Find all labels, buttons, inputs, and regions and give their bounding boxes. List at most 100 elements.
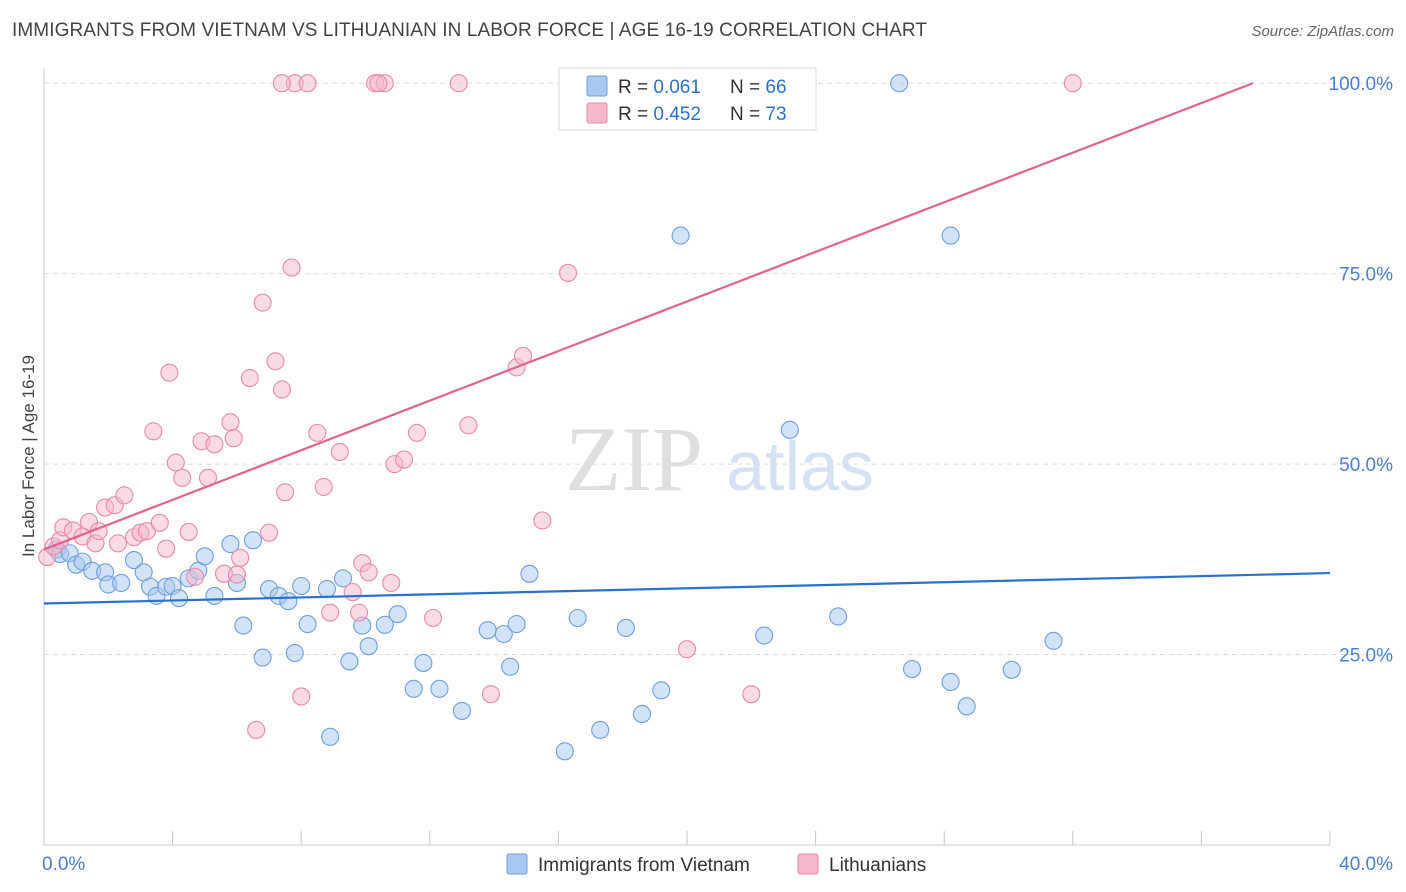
y-tick-label: 100.0% <box>1329 74 1394 95</box>
point-lithuanians <box>166 453 185 472</box>
watermark-zip: ZIP <box>565 408 703 510</box>
point-lithuanians <box>227 565 246 584</box>
y-tick-labels: 25.0% 50.0% 75.0% 100.0% <box>1329 74 1394 666</box>
point-vietnam <box>340 652 359 671</box>
point-vietnam <box>205 586 224 605</box>
point-vietnam <box>555 742 574 761</box>
point-vietnam <box>494 624 513 644</box>
watermark: ZIP atlas <box>565 408 874 510</box>
series-lithuanians-points <box>38 74 1082 740</box>
point-lithuanians <box>247 720 266 740</box>
point-lithuanians <box>253 293 272 312</box>
point-vietnam <box>941 672 960 692</box>
point-vietnam <box>169 589 189 608</box>
point-lithuanians <box>272 380 291 399</box>
point-lithuanians <box>108 534 127 553</box>
point-lithuanians <box>115 486 134 505</box>
point-lithuanians <box>160 363 179 382</box>
point-lithuanians <box>272 74 291 93</box>
legend-label-lithuanians: Lithuanians <box>829 855 926 876</box>
point-lithuanians <box>382 573 401 593</box>
point-vietnam <box>616 618 635 637</box>
point-vietnam <box>298 615 317 634</box>
point-vietnam <box>112 573 131 593</box>
x-tick-labels: 0.0% 40.0% <box>42 854 1393 875</box>
point-vietnam <box>414 653 433 672</box>
point-vietnam <box>359 637 378 656</box>
svg-text:R = 0.452: R = 0.452 <box>618 104 701 125</box>
point-lithuanians <box>533 511 552 530</box>
point-lithuanians <box>481 685 500 704</box>
point-lithuanians <box>231 548 250 567</box>
point-lithuanians <box>173 468 192 487</box>
point-lithuanians <box>321 603 340 622</box>
legend-r-value-2: 0.452 <box>653 104 701 125</box>
svg-text:N = 73: N = 73 <box>730 104 787 125</box>
legend-series: Immigrants from Vietnam Lithuanians <box>506 853 926 876</box>
point-lithuanians <box>240 368 259 388</box>
point-vietnam <box>1044 631 1063 650</box>
point-lithuanians <box>423 608 443 628</box>
point-vietnam <box>375 615 394 634</box>
point-lithuanians <box>558 263 578 282</box>
svg-text:N = 66: N = 66 <box>730 77 787 98</box>
point-vietnam <box>632 704 652 724</box>
point-lithuanians <box>395 450 414 469</box>
point-lithuanians <box>369 74 388 93</box>
point-lithuanians <box>343 583 362 602</box>
point-vietnam <box>478 621 497 640</box>
legend-n-label-1: N = <box>730 77 765 98</box>
point-vietnam <box>671 226 690 245</box>
point-vietnam <box>321 727 340 746</box>
point-vietnam <box>941 226 960 245</box>
trend-line-vietnam <box>43 571 1331 605</box>
y-tick-label: 50.0% <box>1339 455 1393 476</box>
svg-text:R = 0.061: R = 0.061 <box>618 77 701 98</box>
point-lithuanians <box>308 423 327 442</box>
point-lithuanians <box>742 685 761 704</box>
point-lithuanians <box>314 477 333 497</box>
axes <box>43 68 1331 846</box>
point-lithuanians <box>157 539 176 558</box>
legend-n-value-1: 66 <box>765 77 786 98</box>
point-lithuanians <box>186 567 205 586</box>
bottom-swatch-vietnam <box>506 853 528 875</box>
legend-r-value-1: 0.061 <box>653 77 701 98</box>
point-vietnam <box>124 551 144 570</box>
x-tick-label-min: 0.0% <box>42 854 85 875</box>
point-vietnam <box>1002 660 1021 679</box>
point-lithuanians <box>144 422 163 441</box>
point-vietnam <box>243 531 263 550</box>
point-lithuanians <box>221 413 240 432</box>
point-vietnam <box>902 659 922 679</box>
point-lithuanians <box>276 483 295 502</box>
point-lithuanians <box>224 429 243 448</box>
point-vietnam <box>755 626 774 645</box>
point-vietnam <box>333 569 353 588</box>
legend-r-label-2: R = <box>618 104 653 125</box>
point-lithuanians <box>1063 74 1082 93</box>
point-vietnam <box>452 701 472 720</box>
y-axis-label: In Labor Force | Age 16-19 <box>19 355 38 557</box>
bottom-swatch-lithuanians <box>797 853 819 875</box>
point-vietnam <box>507 615 526 634</box>
point-vietnam <box>388 605 407 624</box>
legend-swatch-lithuanians <box>586 102 608 124</box>
point-lithuanians <box>266 352 285 371</box>
legend-stats: R = 0.061 N = 66 R = 0.452 N = 73 <box>558 67 817 131</box>
point-lithuanians <box>330 442 349 461</box>
point-vietnam <box>890 74 909 93</box>
point-vietnam <box>253 648 272 667</box>
point-lithuanians <box>449 74 468 93</box>
legend-n-value-2: 73 <box>765 104 786 125</box>
point-vietnam <box>317 579 336 599</box>
grid-lines <box>44 82 1392 656</box>
point-vietnam <box>591 720 610 740</box>
point-vietnam <box>195 547 214 566</box>
point-lithuanians <box>298 74 317 93</box>
point-lithuanians <box>359 563 378 582</box>
trend-line-lithuanians <box>43 82 1254 551</box>
point-lithuanians <box>205 435 224 454</box>
point-vietnam <box>430 679 449 698</box>
x-tick-label-max: 40.0% <box>1339 854 1393 875</box>
